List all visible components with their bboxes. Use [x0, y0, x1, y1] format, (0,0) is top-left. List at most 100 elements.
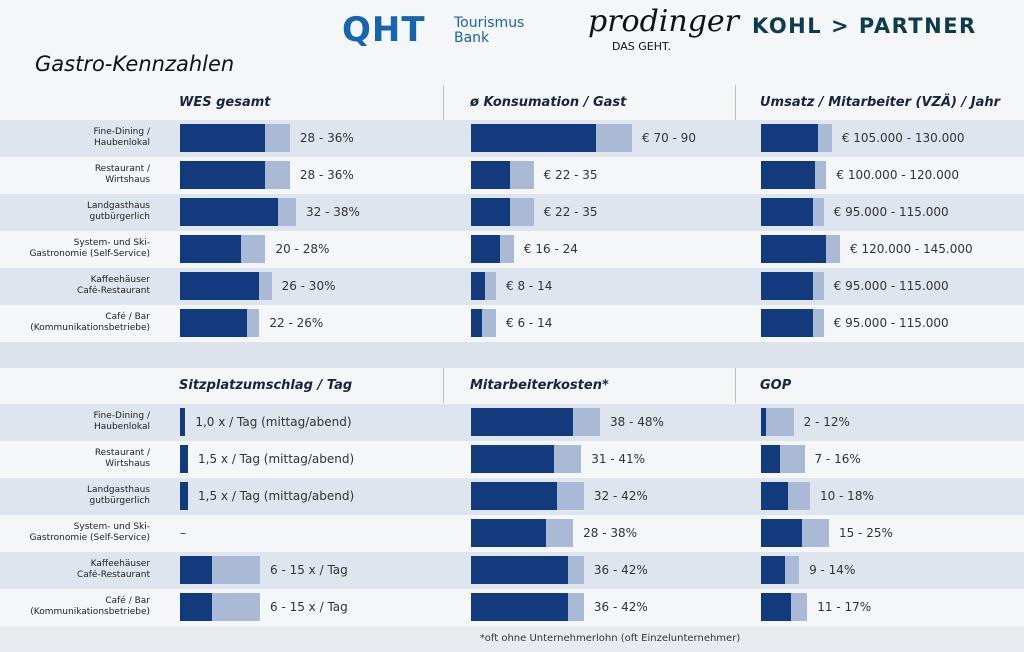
bar-low — [761, 408, 767, 436]
value-label: 11 - 17% — [817, 600, 872, 614]
bar-low — [471, 272, 486, 300]
bar-low — [761, 272, 813, 300]
bar-low — [180, 124, 266, 152]
bar-low — [471, 198, 511, 226]
bar-low — [761, 124, 819, 152]
value-label: 2 - 12% — [803, 415, 850, 429]
value-label: 9 - 14% — [809, 563, 856, 577]
bar-low — [471, 408, 574, 436]
bar-low — [180, 235, 242, 263]
value-label: 10 - 18% — [819, 489, 874, 503]
separator — [0, 342, 1024, 368]
value-label: € 105.000 - 130.000 — [841, 131, 965, 145]
category-label: Fine-Dining / Haubenlokal — [93, 411, 150, 432]
footnote: *oft ohne Unternehmerlohn (oft Einzelunt… — [479, 633, 741, 644]
value-label: 26 - 30% — [281, 279, 336, 293]
bar-low — [761, 198, 813, 226]
divider — [735, 368, 736, 403]
bar-low — [180, 161, 266, 189]
bar-low — [180, 408, 186, 436]
logo-prodinger-text: DAS GEHT. — [612, 40, 671, 53]
value-label: € 70 - 90 — [642, 131, 696, 145]
panel-title: Umsatz / Mitarbeiter (VZÄ) / Jahr — [760, 95, 1001, 110]
value-label: 7 - 16% — [814, 452, 861, 466]
bar-low — [180, 272, 260, 300]
footer-band — [0, 626, 1024, 652]
value-label: 1,5 x / Tag (mittag/abend) — [198, 489, 355, 503]
value-label: 20 - 28% — [275, 242, 330, 256]
category-label: Restaurant / Wirtshaus — [94, 164, 150, 185]
value-label: 28 - 36% — [299, 131, 354, 145]
value-label: 38 - 48% — [610, 415, 664, 429]
category-label: Fine-Dining / Haubenlokal — [93, 127, 150, 148]
value-label: € 120.000 - 145.000 — [850, 242, 973, 256]
bar-low — [180, 309, 248, 337]
logo-prodinger: prodinger — [588, 4, 740, 39]
value-label: 1,5 x / Tag (mittag/abend) — [198, 452, 355, 466]
value-label: 36 - 42% — [593, 600, 648, 614]
bar-low — [471, 124, 597, 152]
bar-low — [180, 445, 188, 473]
value-label: 22 - 26% — [269, 316, 324, 330]
value-label: € 22 - 35 — [543, 168, 598, 182]
value-label: € 22 - 35 — [543, 205, 598, 219]
row-band — [0, 305, 1024, 342]
divider — [735, 85, 736, 120]
value-label: € 95.000 - 115.000 — [833, 205, 949, 219]
category-label: Restaurant / Wirtshaus — [94, 448, 150, 469]
bar-low — [471, 519, 547, 547]
value-label: 32 - 38% — [306, 205, 360, 219]
category-label: System- und Ski- Gastronomie (Self-Servi… — [29, 522, 150, 543]
bar-low — [761, 309, 813, 337]
logo-qht-text: Tourismus Bank — [454, 15, 525, 46]
value-label: € 95.000 - 115.000 — [833, 316, 949, 330]
bar-low — [471, 556, 568, 584]
bar-low — [471, 161, 511, 189]
value-label: 15 - 25% — [839, 526, 893, 540]
value-label: 6 - 15 x / Tag — [270, 600, 348, 614]
category-label: Café / Bar (Kommunikationsbetriebe) — [30, 312, 150, 333]
category-label: Kaffeehäuser Café-Restaurant — [76, 559, 150, 580]
value-label: – — [180, 526, 186, 540]
bar-low — [761, 556, 786, 584]
bar-low — [471, 235, 500, 263]
panel-title: Sitzplatzumschlag / Tag — [179, 378, 353, 393]
divider — [443, 85, 444, 120]
value-label: € 6 - 14 — [506, 316, 553, 330]
row-band — [0, 268, 1024, 305]
bar-low — [761, 482, 789, 510]
category-label: Kaffeehäuser Café-Restaurant — [76, 275, 150, 296]
logo-kohl: KOHL > PARTNER — [752, 14, 977, 38]
bar-low — [761, 593, 791, 621]
value-label: 6 - 15 x / Tag — [270, 563, 348, 577]
value-label: 36 - 42% — [593, 563, 648, 577]
panel-title: Mitarbeiterkosten* — [470, 378, 609, 393]
category-label: Café / Bar (Kommunikationsbetriebe) — [30, 596, 150, 617]
bar-low — [761, 235, 827, 263]
bar-low — [761, 445, 781, 473]
value-label: € 16 - 24 — [523, 242, 578, 256]
panel-title: WES gesamt — [179, 95, 271, 110]
bar-low — [471, 309, 482, 337]
bar-low — [471, 482, 557, 510]
logo-qht: QHT — [342, 10, 426, 50]
bar-low — [471, 593, 568, 621]
bar-high — [761, 408, 794, 436]
value-label: 28 - 36% — [299, 168, 354, 182]
value-label: € 100.000 - 120.000 — [836, 168, 960, 182]
category-label: Landgasthaus gutbürgerlich — [86, 485, 150, 506]
value-label: € 95.000 - 115.000 — [833, 279, 949, 293]
value-label: 32 - 42% — [593, 489, 648, 503]
bar-low — [761, 161, 816, 189]
panel-title: ø Konsumation / Gast — [470, 95, 627, 110]
divider — [443, 368, 444, 403]
value-label: € 8 - 14 — [506, 279, 553, 293]
category-label: System- und Ski- Gastronomie (Self-Servi… — [29, 238, 150, 259]
bar-low — [471, 445, 555, 473]
value-label: 31 - 41% — [591, 452, 646, 466]
bar-low — [180, 198, 278, 226]
bar-low — [180, 593, 212, 621]
bar-low — [761, 519, 802, 547]
value-label: 1,0 x / Tag (mittag/abend) — [195, 415, 352, 429]
